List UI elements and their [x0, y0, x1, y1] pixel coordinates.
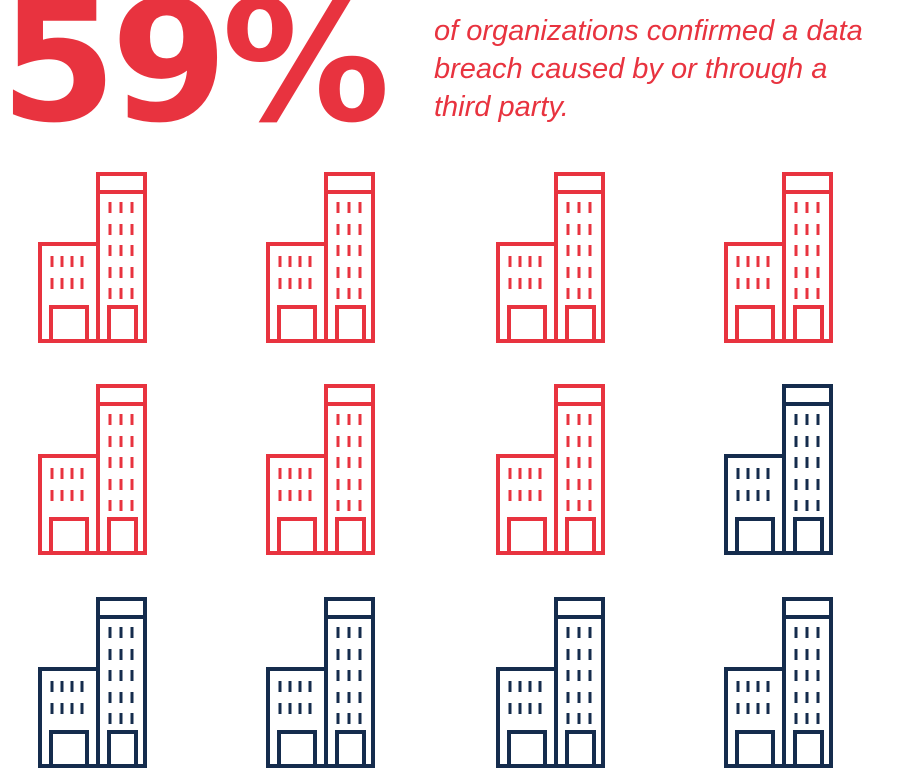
office-building-icon	[724, 597, 834, 769]
office-building-icon	[496, 597, 606, 769]
office-building-icon	[266, 597, 376, 769]
office-building-icon	[38, 597, 148, 769]
office-building-icon	[38, 384, 148, 556]
office-building-icon	[496, 172, 606, 344]
office-building-icon	[496, 384, 606, 556]
headline: 59% of organizations confirmed a data br…	[0, 0, 923, 150]
stat-caption-line: breach caused by or through a	[434, 53, 828, 85]
office-building-icon	[266, 384, 376, 556]
office-building-icon	[38, 172, 148, 344]
stat-caption-line: third party.	[434, 91, 569, 123]
office-building-icon	[724, 172, 834, 344]
stat-caption-line: of organizations confirmed a data	[434, 15, 863, 47]
office-building-icon	[724, 384, 834, 556]
stat-percentage: 59%	[0, 0, 390, 160]
office-building-icon	[266, 172, 376, 344]
stat-caption: of organizations confirmed a data breach…	[434, 12, 923, 126]
